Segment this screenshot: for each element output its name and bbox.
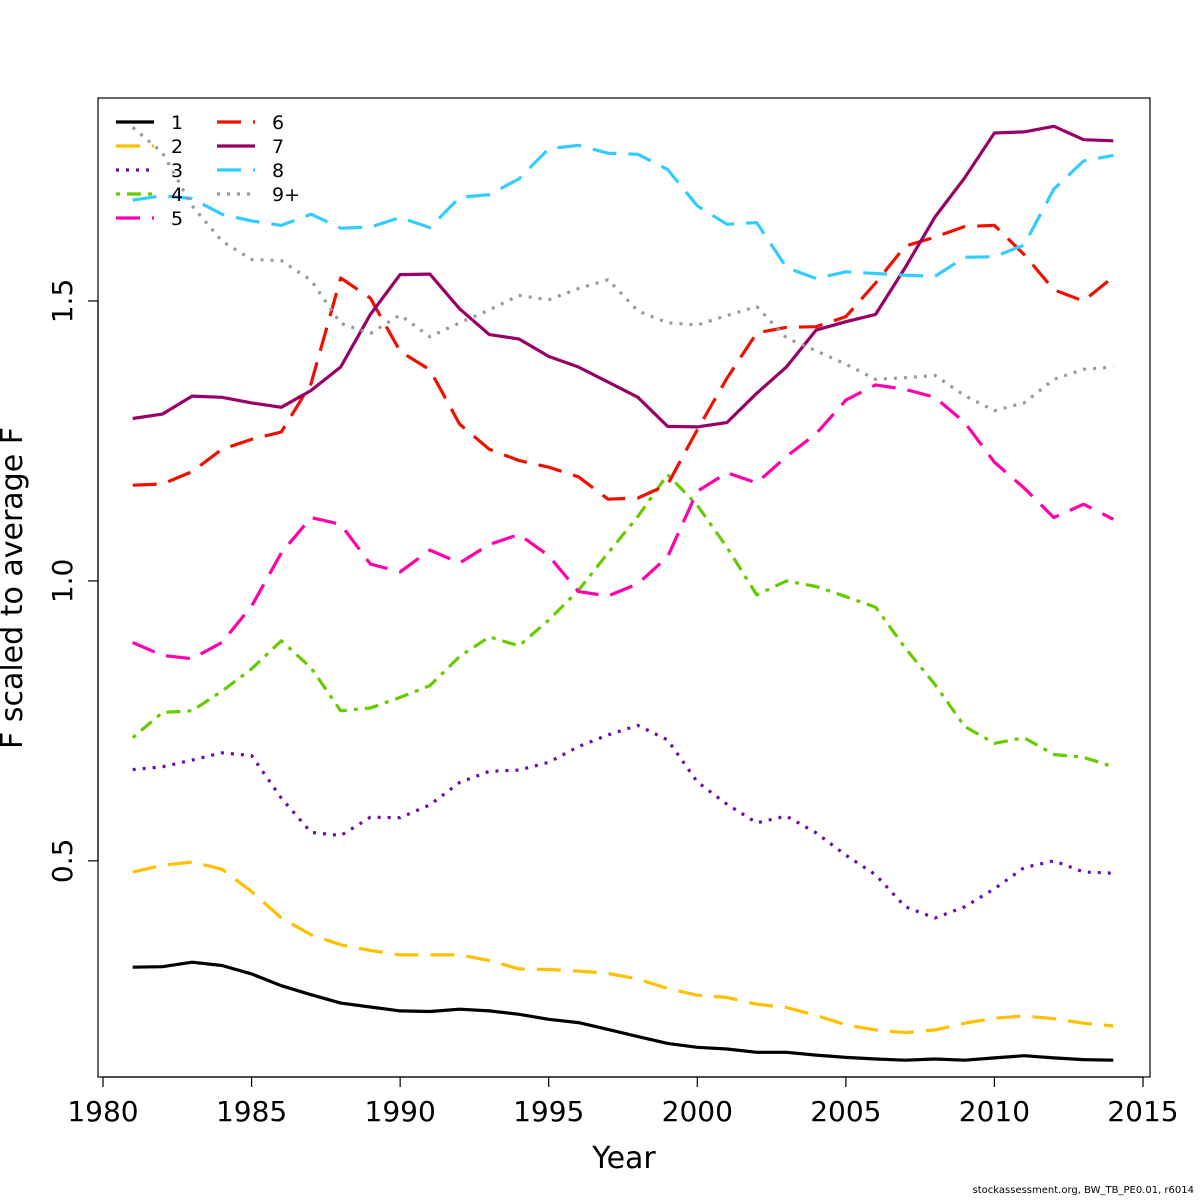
legend-label: 5 [171,208,183,230]
series-line-7 [132,124,1114,429]
series-line-8 [132,143,1114,281]
legend-label: 7 [272,136,284,158]
y-tick-label: 1.5 [46,279,79,324]
x-tick-label: 2015 [1107,1095,1178,1128]
x-axis-title: Year [591,1141,656,1176]
x-tick-label: 1990 [365,1095,436,1128]
series-line-4 [131,472,1114,769]
plot-frame [97,97,1151,1078]
legend-label: 4 [171,184,183,206]
x-tick-label: 1980 [67,1095,138,1128]
x-tick-label: 2000 [662,1095,733,1128]
series-line-6 [132,223,1115,501]
y-tick-label: 0.5 [46,839,79,884]
legend-label: 6 [272,112,284,134]
series-line-5 [132,383,1115,661]
y-axis: 0.5 1.0 1.5 [46,279,99,884]
footer-note: stockassessment.org, BW_TB_PE0.01, r6014 [972,1185,1194,1196]
legend-label: 9+ [272,184,300,206]
x-axis: 1980 1985 1990 1995 2000 2005 2010 2015 [67,1076,1179,1128]
legend-label: 2 [171,136,183,158]
y-axis-title: F scaled to average F [0,427,30,749]
x-tick-label: 1985 [216,1095,287,1128]
y-tick-label: 1.0 [46,559,79,604]
x-tick-label: 2005 [810,1095,881,1128]
legend-label: 3 [171,160,183,182]
series-line-1 [132,960,1114,1062]
legend-label: 1 [171,112,183,134]
x-tick-label: 1995 [513,1095,584,1128]
series-line-2 [132,860,1114,1035]
x-tick-label: 2010 [959,1095,1030,1128]
legend-label: 8 [272,160,284,182]
series-layer [131,124,1115,1062]
series-line-3 [132,723,1114,920]
